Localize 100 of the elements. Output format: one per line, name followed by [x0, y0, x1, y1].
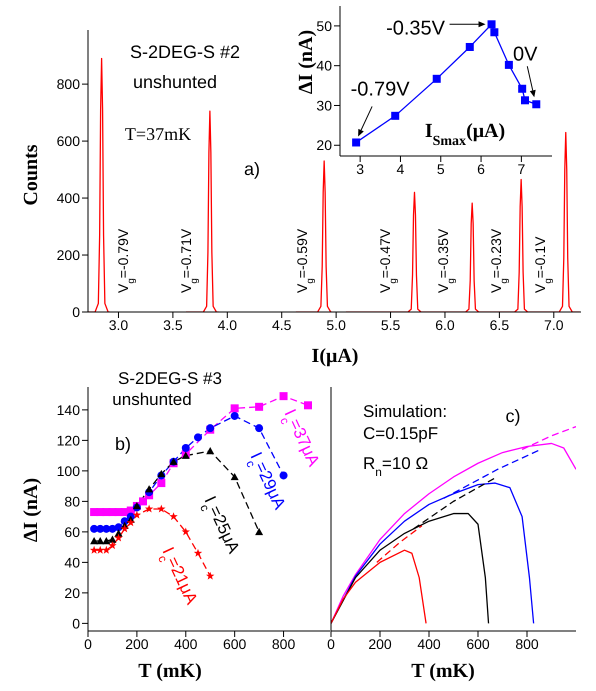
point: [194, 433, 202, 442]
y-tick-label: 40: [316, 58, 332, 74]
y-tick-label: 800: [56, 76, 80, 92]
y-tick-label: 100: [56, 462, 80, 479]
point: [96, 546, 104, 554]
x-tick-label: 400: [417, 636, 441, 652]
point: [108, 541, 117, 550]
point: [304, 401, 312, 410]
point: [139, 497, 147, 506]
x-tick-label: 800: [515, 636, 539, 652]
point: [255, 528, 264, 536]
point: [490, 28, 498, 36]
y-axis-title: ΔI (nA): [295, 30, 317, 94]
point: [532, 100, 540, 108]
point: [108, 536, 116, 543]
x-tick-label: 4.5: [272, 316, 292, 333]
annotation: a): [244, 159, 260, 179]
annotation: -0.79V: [350, 78, 410, 100]
point: [145, 485, 154, 492]
y-tick-label: 120: [56, 432, 80, 448]
y-tick-label: 0: [72, 304, 80, 320]
x-tick-label: 4: [396, 160, 405, 177]
point: [169, 512, 178, 520]
x-axis-title: I(μA): [312, 345, 358, 367]
point: [114, 534, 123, 542]
y-tick-label: 200: [56, 247, 80, 263]
point: [102, 537, 110, 544]
y-tick-label: 80: [64, 493, 80, 510]
point: [520, 96, 529, 104]
point: [90, 537, 98, 544]
point: [90, 546, 98, 554]
y-tick-label: 140: [56, 402, 80, 418]
annotation: Simulation:: [363, 402, 448, 421]
point: [391, 112, 400, 120]
x-tick-label: 0: [84, 636, 92, 652]
x-tick-label: 6.0: [435, 316, 455, 333]
x-tick-label: 6.5: [490, 316, 510, 333]
x-tick-label: 200: [368, 636, 392, 652]
x-tick-label: 400: [174, 636, 198, 652]
point: [230, 412, 239, 420]
y-tick-label: 30: [316, 97, 332, 114]
annotation: C=0.15pF: [363, 424, 438, 443]
point: [488, 20, 496, 28]
annotation: S-2DEG-S #2: [130, 42, 240, 62]
point: [432, 74, 441, 83]
point: [230, 472, 239, 480]
point: [466, 42, 474, 51]
x-tick-label: 3: [356, 160, 364, 177]
x-tick-label: 7: [517, 160, 526, 177]
x-tick-label: 600: [466, 636, 490, 652]
point: [230, 404, 239, 412]
point: [518, 84, 526, 93]
point: [182, 444, 190, 452]
y-tick-label: 20: [64, 584, 80, 601]
point: [126, 518, 135, 526]
annotation: S-2DEG-S #3: [118, 369, 222, 388]
x-tick-label: 600: [222, 636, 247, 652]
x-tick-label: 7.0: [544, 316, 564, 333]
x-tick-label: 3.0: [108, 316, 128, 333]
x-axis-title: T (mK): [138, 660, 202, 682]
x-tick-label: 6: [477, 160, 486, 177]
point: [120, 524, 129, 532]
point: [144, 504, 154, 513]
point: [255, 402, 264, 411]
annotation: -0.35V: [386, 17, 446, 40]
point: [206, 447, 214, 454]
y-tick-label: 60: [64, 524, 80, 540]
annotation: T=37mK: [124, 124, 192, 144]
y-tick-label: 0: [72, 615, 80, 632]
point: [280, 392, 288, 400]
x-tick-label: 5: [436, 160, 445, 177]
y-axis-title: ΔI (nA): [20, 478, 42, 542]
point: [255, 424, 264, 432]
point: [132, 510, 142, 519]
x-tick-label: 5.5: [380, 316, 400, 333]
x-axis-title: T (mK): [411, 660, 475, 682]
point: [194, 548, 202, 557]
y-tick-label: 20: [316, 137, 332, 154]
x-tick-label: 4.0: [218, 316, 238, 333]
x-tick-label: 800: [272, 636, 296, 652]
point: [504, 60, 513, 69]
y-tick-label: 600: [56, 133, 80, 150]
x-tick-label: 5.0: [326, 316, 346, 333]
point: [182, 527, 190, 536]
annotation: R$_{n}$=10 Ω: [363, 454, 428, 479]
annotation: unshunted: [112, 390, 192, 409]
annotation: c): [506, 406, 520, 426]
point: [102, 546, 111, 554]
x-tick-label: 3.5: [163, 316, 183, 333]
y-tick-label: 40: [64, 554, 80, 570]
y-tick-label: 50: [316, 18, 332, 34]
annotation: 0V: [513, 43, 538, 66]
annotation: unshunted: [132, 72, 218, 92]
annotation: b): [114, 434, 132, 454]
point: [157, 479, 166, 488]
x-axis-title: I$_{Smax}$(μA): [424, 120, 506, 148]
point: [352, 138, 360, 146]
y-axis-title: Counts: [20, 144, 42, 206]
y-tick-label: 400: [56, 190, 80, 206]
point: [157, 504, 166, 513]
